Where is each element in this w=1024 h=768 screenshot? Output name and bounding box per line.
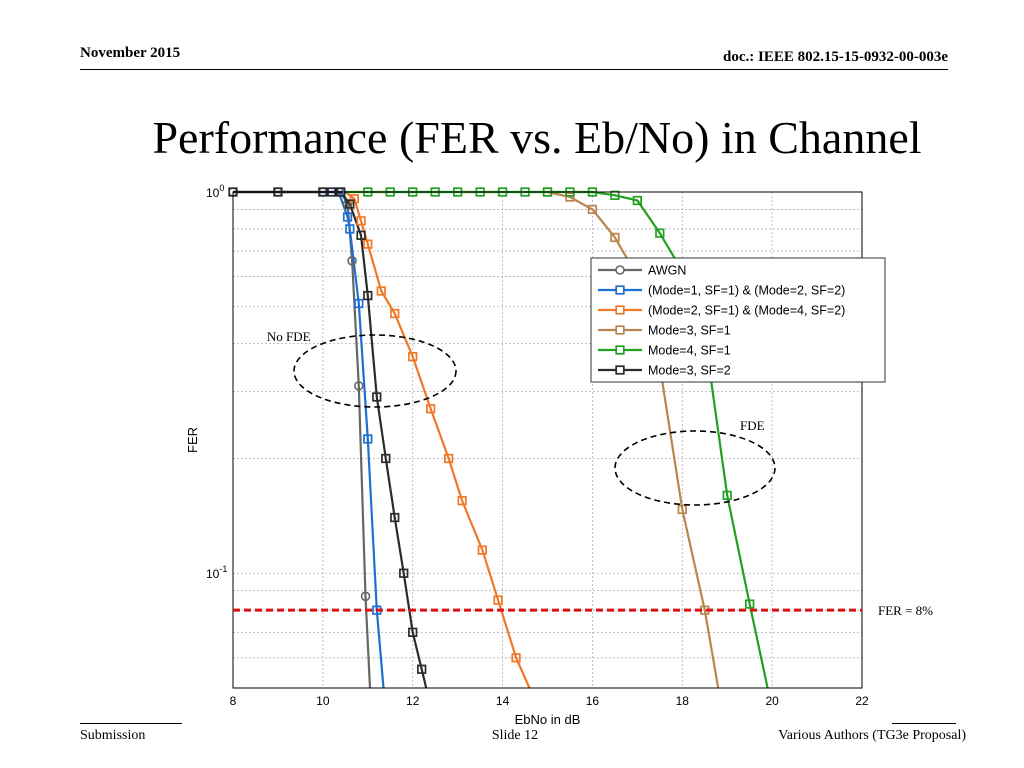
series-marker-4 <box>722 490 732 501</box>
x-tick-label: 22 <box>855 694 869 708</box>
series-marker-2 <box>408 351 418 362</box>
footer-submission: Submission <box>80 728 146 743</box>
footer-authors: Various Authors (TG3e Proposal) <box>778 728 966 743</box>
series-marker-5 <box>356 230 366 240</box>
x-tick-label: 16 <box>586 694 600 708</box>
series-marker-2 <box>477 545 488 555</box>
series-marker-3 <box>565 192 575 202</box>
legend-label-2: (Mode=2, SF=1) & (Mode=4, SF=2) <box>648 304 845 318</box>
series-marker-1 <box>354 298 364 309</box>
legend-marker-1 <box>615 285 625 295</box>
no-fde-annotation: No FDE <box>267 329 311 344</box>
series-marker-2 <box>511 653 521 663</box>
series-marker-2 <box>376 286 386 296</box>
series-marker-5 <box>399 568 409 578</box>
header-doc-id: doc.: IEEE 802.15-15-0932-00-003e <box>723 49 948 65</box>
series-marker-2 <box>426 404 436 414</box>
series-marker-3 <box>610 232 620 243</box>
series-marker-2 <box>363 239 373 249</box>
footer-slide-number: Slide 12 <box>491 728 539 743</box>
series-marker-5 <box>345 199 355 209</box>
y-tick-exponent: -1 <box>219 564 227 574</box>
series-marker-0 <box>360 591 371 602</box>
y-axis-label: FER <box>185 427 200 453</box>
legend-label-1: (Mode=1, SF=1) & (Mode=2, SF=2) <box>648 284 845 298</box>
x-tick-label: 10 <box>316 694 330 708</box>
legend-label-5: Mode=3, SF=2 <box>648 364 731 378</box>
series-marker-2 <box>493 595 503 605</box>
legend-label-4: Mode=4, SF=1 <box>648 344 731 358</box>
header-divider <box>80 69 948 70</box>
y-tick-exponent: 0 <box>219 183 224 193</box>
legend-box <box>590 257 886 383</box>
series-marker-3 <box>677 504 687 515</box>
legend: AWGN (Mode=1, SF=1) & (Mode=2, SF=2) (Mode… <box>590 257 886 383</box>
x-tick-label: 14 <box>496 694 510 708</box>
series-marker-4 <box>655 228 665 238</box>
fde-ellipse <box>614 430 776 506</box>
footer-divider-right <box>892 723 956 724</box>
series-marker-5 <box>372 392 382 402</box>
legend-marker-0 <box>615 265 625 275</box>
series-marker-2 <box>356 216 366 226</box>
series-marker-2 <box>390 308 400 319</box>
y-tick-base: 10 <box>206 567 220 581</box>
footer-divider-left <box>80 723 182 724</box>
series-marker-4 <box>745 599 755 609</box>
grid <box>233 192 862 688</box>
y-tick-label: 10-1 <box>206 564 227 581</box>
y-tick-label: 100 <box>206 183 224 200</box>
header-date: November 2015 <box>80 45 181 61</box>
series-marker-5 <box>381 453 391 464</box>
legend-label-0: AWGN <box>648 264 686 278</box>
legend-label-3: Mode=3, SF=1 <box>648 324 731 338</box>
series-marker-0 <box>347 255 357 266</box>
plot-frame <box>232 191 863 689</box>
series-marker-5 <box>408 627 418 637</box>
series-marker-5 <box>417 664 427 674</box>
no-fde-ellipse <box>293 334 457 408</box>
legend-marker-2 <box>615 305 625 315</box>
series-marker-1 <box>345 224 355 234</box>
x-tick-label: 12 <box>406 694 420 708</box>
fer-8-percent-label: FER = 8% <box>878 603 933 618</box>
x-tick-label: 20 <box>765 694 779 708</box>
series-marker-5 <box>390 512 400 523</box>
series-marker-2 <box>457 496 467 506</box>
y-tick-base: 10 <box>206 186 220 200</box>
series-marker-2 <box>444 453 454 464</box>
series-marker-0 <box>353 381 364 391</box>
series-marker-1 <box>342 212 353 222</box>
x-tick-label: 18 <box>676 694 690 708</box>
legend-marker-3 <box>615 325 625 335</box>
series-marker-1 <box>363 434 373 444</box>
legend-marker-4 <box>615 345 625 355</box>
series-marker-5 <box>363 290 373 301</box>
x-axis-label: EbNo in dB <box>515 712 581 727</box>
series-marker-3 <box>587 204 598 215</box>
series-marker-4 <box>632 195 643 206</box>
slide-title: Performance (FER vs. Eb/No) in Channel <box>152 112 922 163</box>
legend-marker-5 <box>615 365 625 375</box>
x-tick-label: 8 <box>230 694 237 708</box>
fde-annotation: FDE <box>740 418 765 433</box>
